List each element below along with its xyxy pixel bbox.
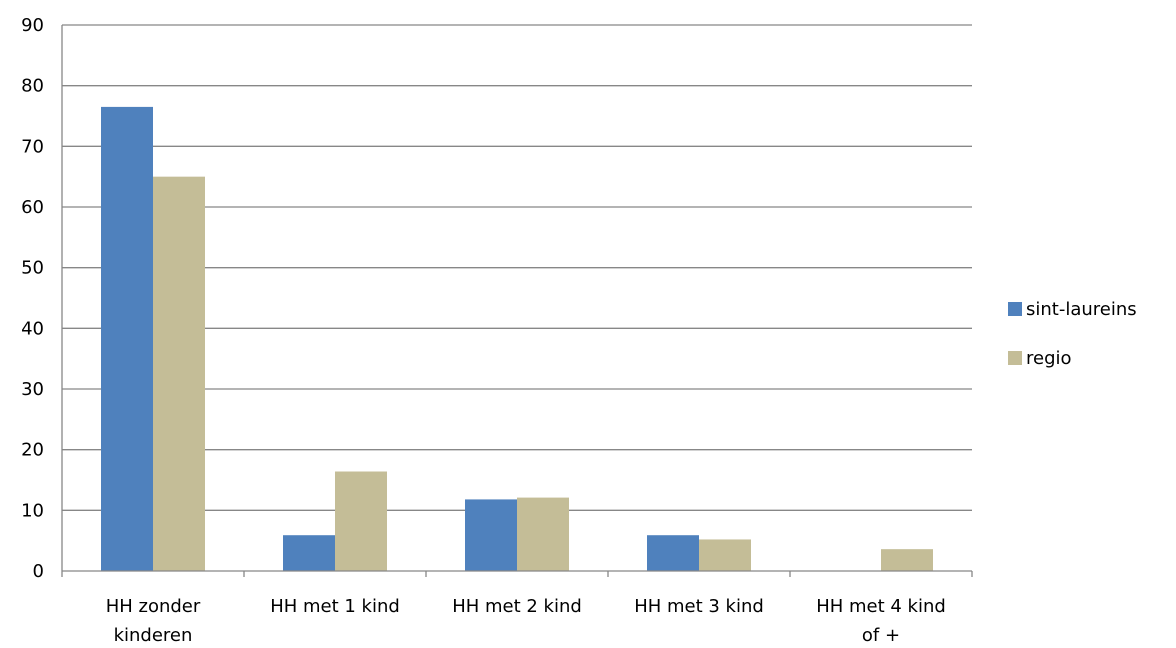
bars bbox=[101, 106, 933, 572]
y-tick-label: 40 bbox=[21, 318, 44, 339]
x-category-label: HH met 2 kind bbox=[452, 596, 582, 617]
x-category-label: HH met 3 kind bbox=[634, 596, 764, 617]
legend-label: regio bbox=[1026, 348, 1072, 369]
bar-sint-laureins bbox=[101, 106, 153, 572]
legend-swatch bbox=[1008, 302, 1022, 316]
x-category-label: kinderen bbox=[114, 625, 193, 646]
y-tick-label: 80 bbox=[21, 76, 44, 97]
bar-regio bbox=[699, 539, 751, 571]
x-category-label: of + bbox=[862, 625, 900, 646]
bar-regio bbox=[153, 176, 205, 571]
gridlines bbox=[62, 24, 972, 511]
y-tick-label: 0 bbox=[33, 561, 44, 582]
x-category-label: HH met 1 kind bbox=[270, 596, 400, 617]
bar-sint-laureins bbox=[465, 499, 517, 571]
bar-sint-laureins bbox=[647, 535, 699, 571]
y-tick-label: 10 bbox=[21, 500, 44, 521]
x-category-label: HH zonder bbox=[106, 596, 201, 617]
x-category-label: HH met 4 kind bbox=[816, 596, 946, 617]
bar-regio bbox=[335, 471, 387, 571]
y-tick-label: 60 bbox=[21, 197, 44, 218]
y-tick-label: 20 bbox=[21, 440, 44, 461]
bar-regio bbox=[517, 497, 569, 571]
y-tick-label: 70 bbox=[21, 136, 44, 157]
legend-label: sint-laureins bbox=[1026, 299, 1137, 320]
legend-swatch bbox=[1008, 351, 1022, 365]
bar-regio bbox=[881, 549, 933, 571]
bar-sint-laureins bbox=[283, 535, 335, 571]
y-tick-label: 90 bbox=[21, 15, 44, 36]
y-axis-ticks: 0 10 20 30 40 50 60 70 80 90 bbox=[21, 15, 44, 582]
legend: sint-laureins regio bbox=[1008, 299, 1137, 369]
x-axis-categories: HH zonder kinderen HH met 1 kind HH met 2 k… bbox=[106, 596, 946, 646]
axes bbox=[61, 25, 973, 577]
y-tick-label: 30 bbox=[21, 379, 44, 400]
y-tick-label: 50 bbox=[21, 258, 44, 279]
